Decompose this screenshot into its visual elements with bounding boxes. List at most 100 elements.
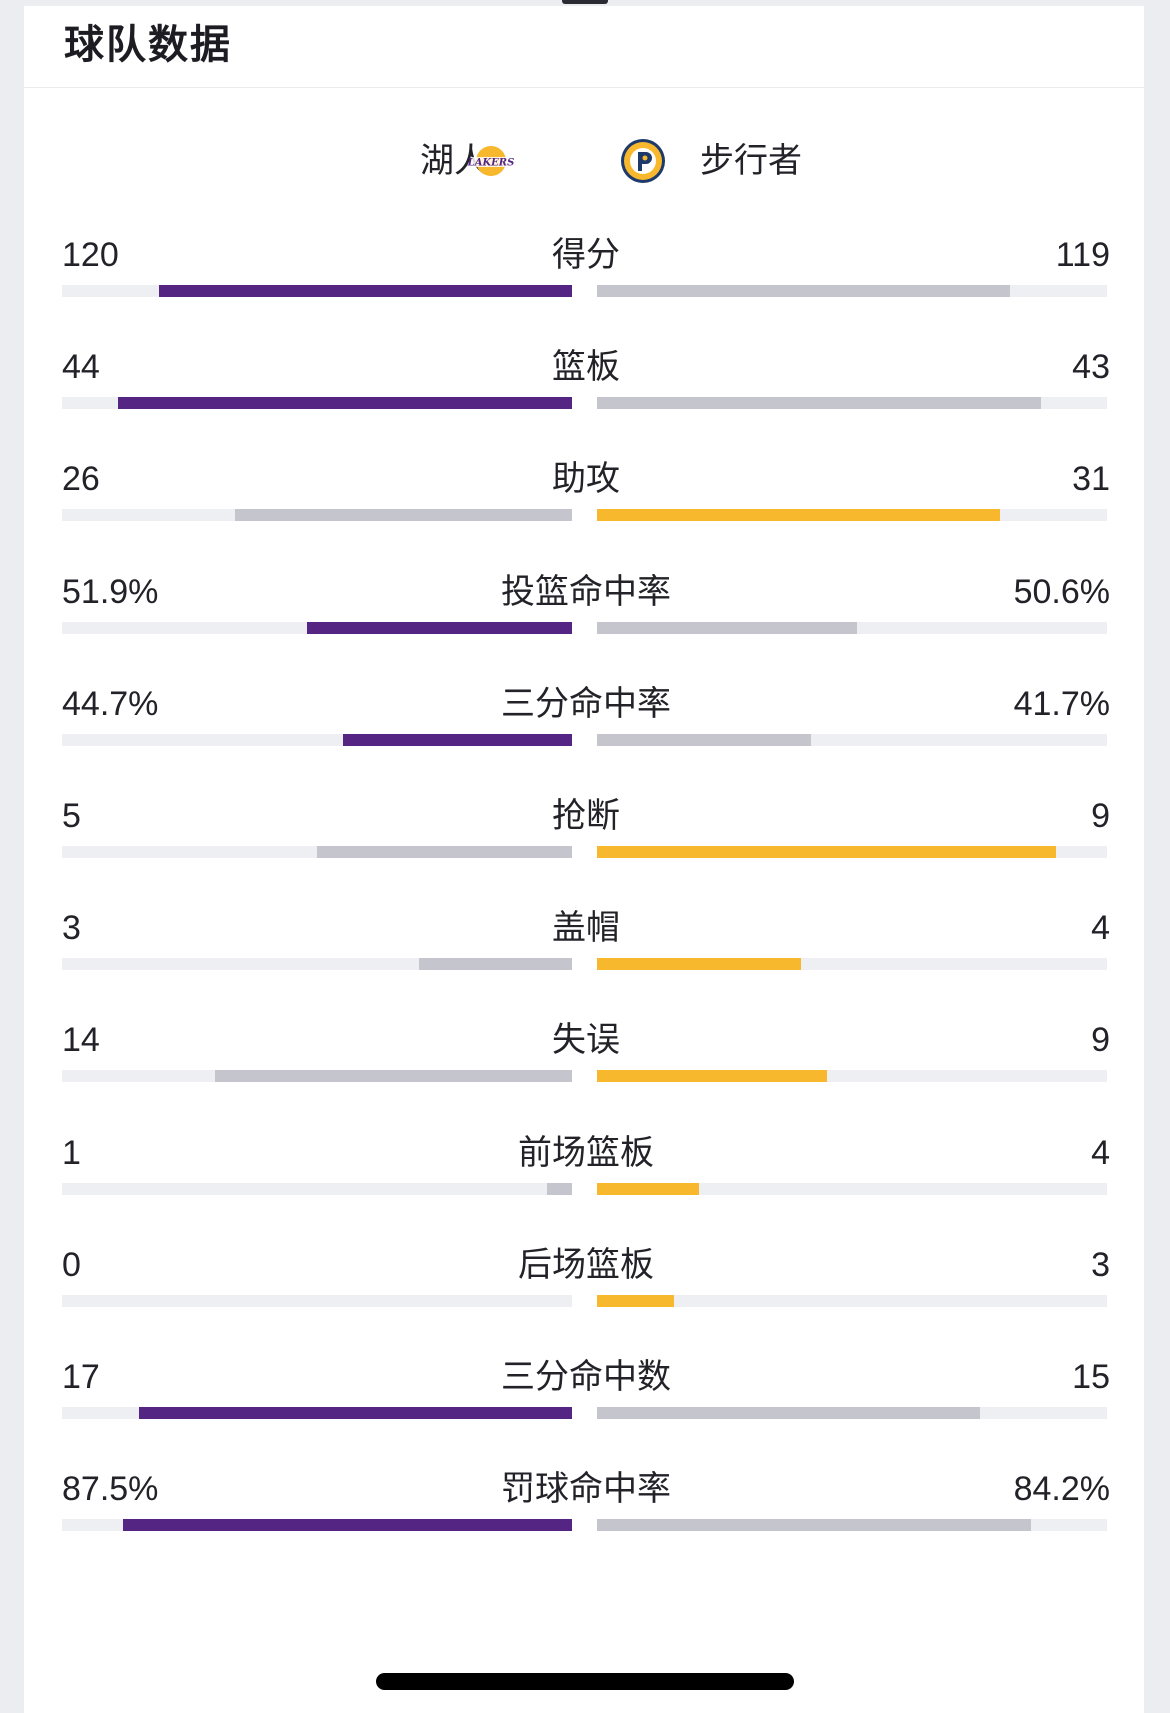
home-stat-bar-track [62,1182,572,1195]
away-stat-value: 9 [1091,797,1110,835]
home-stat-bar [306,621,572,634]
stat-label: 助攻 [552,460,620,499]
stat-label: 抢断 [552,797,620,835]
stat-row: 87.5% 罚球命中率 84.2% [62,1451,1110,1543]
home-stat-value: 26 [62,460,100,499]
stat-row: 26 助攻 31 [62,441,1110,533]
away-stat-bar [597,1070,827,1083]
away-stat-bar [597,958,801,971]
away-stat-bar-track [597,1070,1107,1083]
home-stat-bar [317,846,572,858]
away-stat-value: 9 [1091,1021,1110,1060]
stat-label: 罚球命中率 [501,1470,671,1509]
away-stat-bar-track [597,397,1107,410]
stat-label: 失误 [552,1021,620,1060]
away-stat-bar-track [597,846,1107,858]
away-stat-value: 84.2% [1013,1470,1110,1509]
away-stat-value: 4 [1091,909,1110,948]
away-stat-bar [597,397,1041,410]
home-stat-value: 17 [62,1358,100,1396]
home-stat-bar [342,733,572,746]
home-stat-bar-track [62,1519,572,1532]
away-team-name: 步行者 [700,142,802,180]
home-stat-bar [419,958,572,971]
stat-label: 得分 [552,236,620,274]
home-stat-bar-track [62,846,572,858]
home-stat-bar-track [62,958,572,971]
home-stat-value: 14 [62,1021,100,1060]
team-stats-card: 球队数据 湖人 LAKERS 步行者 120 得分 119 44 篮板 43 26 助攻 31 5… [24,6,1144,1713]
away-stat-value: 43 [1072,348,1110,387]
away-stat-bar [597,285,1011,297]
stat-row: 14 失误 9 [62,1002,1110,1094]
away-stat-value: 3 [1091,1245,1110,1284]
away-stat-bar [597,1182,699,1195]
stat-label: 前场篮板 [518,1133,654,1172]
home-stat-bar-track [62,1407,572,1419]
away-stat-bar-track [597,1407,1107,1419]
stat-label: 篮板 [552,348,620,387]
stat-row: 51.9% 投篮命中率 50.6% [62,554,1110,646]
home-stat-bar [215,1070,572,1083]
home-stat-bar-track [62,1294,572,1307]
away-stat-bar [597,1519,1031,1532]
stat-label: 后场篮板 [518,1245,654,1284]
stat-row: 44 篮板 43 [62,329,1110,421]
section-header: 球队数据 [24,6,1144,88]
stat-label: 三分命中率 [501,684,671,723]
stat-label: 投篮命中率 [501,572,671,611]
away-stat-bar [597,1407,980,1419]
home-stat-value: 87.5% [62,1470,159,1509]
away-stat-bar-track [597,1519,1107,1532]
section-title: 球队数据 [64,23,232,67]
away-stat-bar [597,733,812,746]
away-stat-bar-track [597,1182,1107,1195]
away-stat-bar-track [597,733,1107,746]
home-stat-bar [546,1182,572,1195]
home-stat-value: 44 [62,348,100,387]
home-stat-value: 1 [62,1133,81,1172]
away-stat-value: 41.7% [1013,684,1110,723]
away-stat-value: 50.6% [1013,572,1110,611]
home-stat-value: 120 [62,236,119,274]
home-stat-bar-track [62,397,572,410]
home-stat-value: 44.7% [62,684,159,723]
stat-row: 0 后场篮板 3 [62,1227,1110,1319]
home-indicator [376,1673,794,1690]
away-stat-bar [597,509,1000,522]
lakers-logo-icon: LAKERS [467,146,514,176]
stat-row: 3 盖帽 4 [62,890,1110,982]
away-stat-bar-track [597,285,1107,297]
away-stat-bar-track [597,958,1107,971]
stat-row: 5 抢断 9 [62,778,1110,870]
away-stat-value: 4 [1091,1133,1110,1172]
home-stat-value: 0 [62,1245,81,1284]
top-tab-indicator [562,0,608,4]
away-stat-bar [597,1294,674,1307]
away-stat-value: 119 [1055,236,1110,274]
stat-row: 17 三分命中数 15 [62,1339,1110,1431]
home-stat-bar-track [62,285,572,297]
away-stat-bar-track [597,509,1107,522]
stat-row: 120 得分 119 [62,217,1110,309]
home-stat-bar [138,1407,572,1419]
pacers-logo-icon [621,139,665,183]
home-stat-bar [123,1519,572,1532]
home-stat-bar-track [62,621,572,634]
home-stat-bar [118,397,572,410]
away-stat-bar [597,846,1056,858]
stat-row: 1 前场篮板 4 [62,1115,1110,1207]
away-stat-bar [597,621,858,634]
home-stat-bar [158,285,572,297]
home-stat-bar-track [62,1070,572,1083]
away-stat-value: 31 [1072,460,1110,499]
home-stat-value: 51.9% [62,572,159,611]
home-stat-value: 3 [62,909,81,948]
away-stat-value: 15 [1072,1358,1110,1396]
home-stat-value: 5 [62,797,81,835]
teams-header: 湖人 LAKERS 步行者 [24,88,1144,200]
home-stat-bar-track [62,509,572,522]
home-stat-bar [235,509,572,522]
stat-label: 盖帽 [552,909,620,948]
away-stat-bar-track [597,1294,1107,1307]
